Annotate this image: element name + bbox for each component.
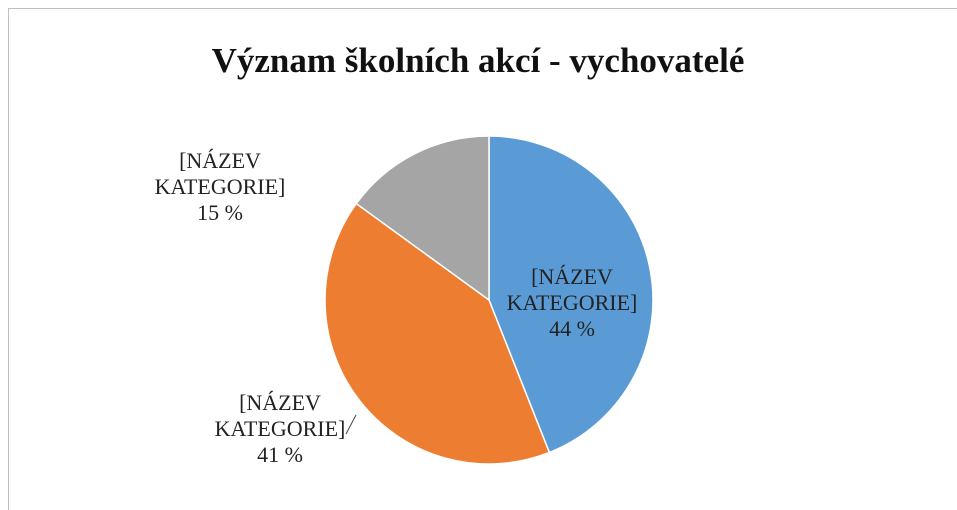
value-label: 44 % bbox=[549, 316, 595, 341]
chart-frame bbox=[8, 8, 957, 510]
value-label: 41 % bbox=[257, 442, 303, 467]
category-label: [NÁZEV KATEGORIE] bbox=[155, 148, 286, 199]
leader-line bbox=[345, 414, 357, 435]
pie-slice bbox=[488, 135, 654, 454]
category-label: [NÁZEV KATEGORIE] bbox=[507, 264, 638, 315]
pie-slice bbox=[324, 202, 551, 465]
pie-slice bbox=[355, 135, 490, 302]
value-label: 15 % bbox=[197, 200, 243, 225]
category-label: [NÁZEV KATEGORIE] bbox=[215, 390, 346, 441]
chart-title: Význam školních akcí - vychovatelé bbox=[212, 41, 745, 80]
